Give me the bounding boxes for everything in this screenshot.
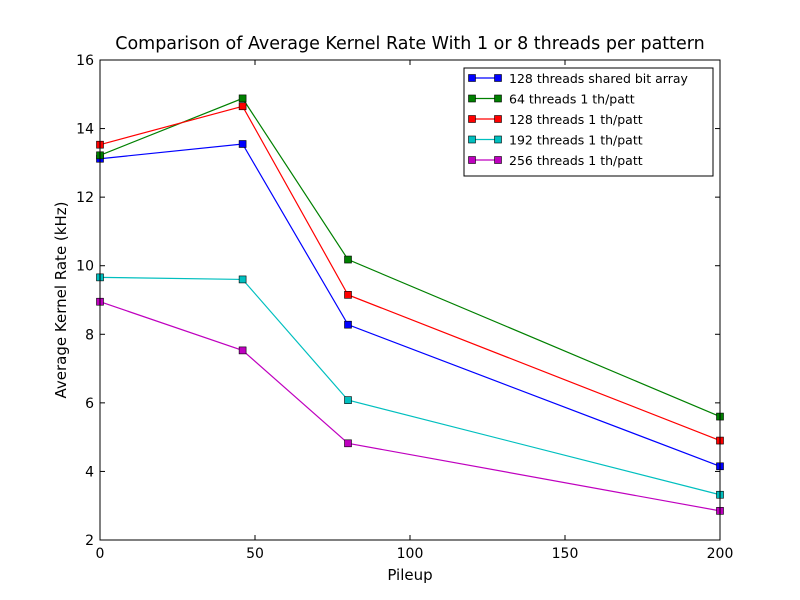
legend-marker-3 xyxy=(468,115,476,123)
x-tick-label: 150 xyxy=(552,546,579,562)
legend-label-5: 256 threads 1 th/patt xyxy=(509,153,643,168)
data-point-2-2 xyxy=(238,94,247,103)
legend-marker-5 xyxy=(468,156,476,164)
x-axis-label: Pileup xyxy=(387,566,432,584)
legend-label-4: 192 threads 1 th/patt xyxy=(509,133,643,148)
series-line-4 xyxy=(99,276,721,496)
y-tick-label: 12 xyxy=(76,190,94,206)
data-point-3-3 xyxy=(344,291,352,299)
x-tick-label: 200 xyxy=(707,546,734,562)
series-line-1 xyxy=(99,143,721,467)
y-tick-label: 4 xyxy=(85,464,94,480)
legend-frame xyxy=(463,67,714,177)
legend-marker-end-1 xyxy=(494,74,502,82)
legend-marker-2 xyxy=(468,94,476,103)
y-tick-label: 2 xyxy=(85,533,94,549)
series-line-2 xyxy=(99,97,721,418)
data-point-5-3 xyxy=(344,439,352,448)
x-tick-label: 50 xyxy=(246,546,264,562)
legend-marker-1 xyxy=(468,74,476,82)
y-tick-label: 8 xyxy=(85,327,94,343)
y-tick-label: 6 xyxy=(85,396,94,412)
series-line-5 xyxy=(99,301,721,512)
x-tick-label: 100 xyxy=(397,546,424,562)
data-point-4-2 xyxy=(238,275,247,284)
y-axis-label: Average Kernel Rate (kHz) xyxy=(52,202,70,399)
data-point-2-3 xyxy=(344,255,352,264)
legend-marker-4 xyxy=(468,135,476,144)
data-point-3-2 xyxy=(238,102,247,111)
data-point-5-2 xyxy=(238,346,247,355)
legend: 128 threads shared bit array 64 threads 1… xyxy=(463,67,714,177)
y-tick-label: 10 xyxy=(76,259,94,275)
legend-label-3: 128 threads 1 th/patt xyxy=(509,112,643,127)
legend-label-1: 128 threads shared bit array xyxy=(509,71,689,86)
ticks-layer: 0 50 100 150 200 2 4 6 8 10 12 14 16 xyxy=(76,53,733,562)
chart-title: Comparison of Average Kernel Rate With 1… xyxy=(115,34,705,54)
data-point-4-3 xyxy=(344,396,352,404)
legend-marker-end-2 xyxy=(494,94,502,103)
series-line-3 xyxy=(99,105,721,442)
plot-frame xyxy=(99,59,721,541)
legend-marker-end-5 xyxy=(494,156,502,164)
y-tick-label: 16 xyxy=(76,53,94,69)
legend-marker-end-3 xyxy=(494,115,502,123)
data-point-1-2 xyxy=(238,140,247,148)
x-tick-label: 0 xyxy=(96,546,105,562)
legend-label-2: 64 threads 1 th/patt xyxy=(509,92,635,107)
legend-marker-end-4 xyxy=(494,135,502,144)
data-point-1-3 xyxy=(344,320,352,329)
y-tick-label: 14 xyxy=(76,122,94,138)
